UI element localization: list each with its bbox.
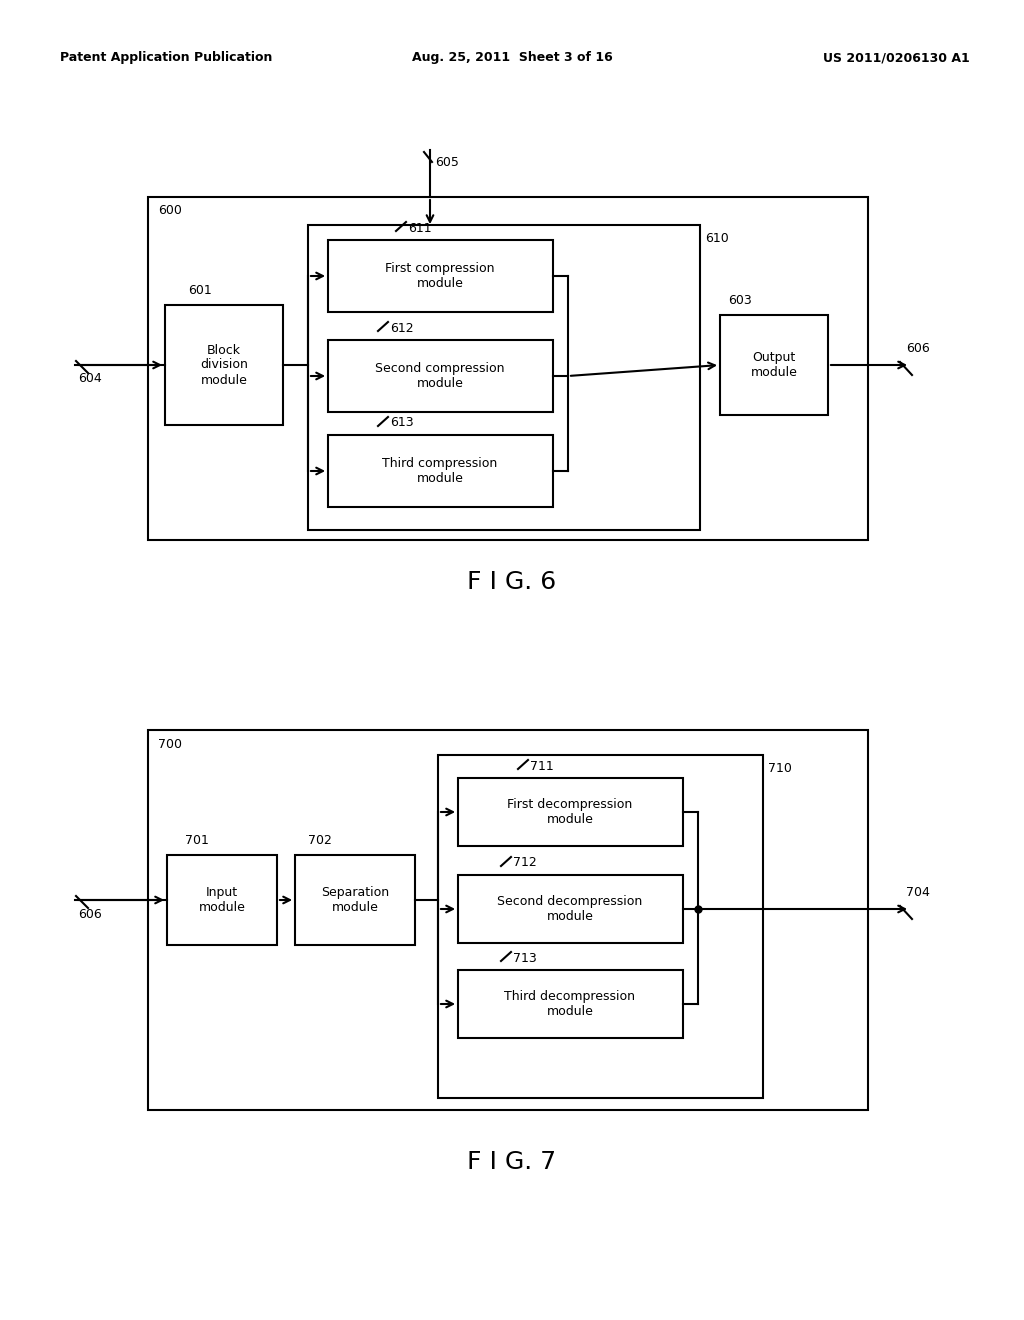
Text: 712: 712 bbox=[513, 857, 537, 870]
Text: US 2011/0206130 A1: US 2011/0206130 A1 bbox=[823, 51, 970, 65]
Text: 611: 611 bbox=[408, 222, 432, 235]
Text: 605: 605 bbox=[435, 156, 459, 169]
Text: Second decompression
module: Second decompression module bbox=[498, 895, 643, 923]
Bar bbox=[148, 730, 868, 1110]
Text: Separation
module: Separation module bbox=[321, 886, 389, 913]
Text: Input
module: Input module bbox=[199, 886, 246, 913]
Text: 600: 600 bbox=[158, 205, 182, 218]
Text: 606: 606 bbox=[906, 342, 930, 355]
Bar bbox=[458, 777, 683, 846]
Text: 702: 702 bbox=[308, 834, 332, 847]
Text: Second compression
module: Second compression module bbox=[375, 362, 505, 389]
Bar bbox=[148, 197, 868, 540]
Text: 700: 700 bbox=[158, 738, 182, 751]
Bar bbox=[308, 224, 700, 531]
Text: Block
division
module: Block division module bbox=[200, 343, 248, 387]
Text: Aug. 25, 2011  Sheet 3 of 16: Aug. 25, 2011 Sheet 3 of 16 bbox=[412, 51, 612, 65]
Bar bbox=[165, 305, 283, 425]
Bar bbox=[458, 875, 683, 942]
Text: Third compression
module: Third compression module bbox=[382, 457, 498, 484]
Text: 613: 613 bbox=[390, 417, 414, 429]
Text: Output
module: Output module bbox=[751, 351, 798, 379]
Bar bbox=[295, 855, 415, 945]
Text: 604: 604 bbox=[78, 371, 101, 384]
Bar bbox=[720, 315, 828, 414]
Bar bbox=[458, 970, 683, 1038]
Bar bbox=[438, 755, 763, 1098]
Text: 713: 713 bbox=[513, 952, 537, 965]
Bar bbox=[328, 240, 553, 312]
Bar bbox=[328, 436, 553, 507]
Text: 711: 711 bbox=[530, 759, 554, 772]
Text: 603: 603 bbox=[728, 294, 752, 308]
Text: First compression
module: First compression module bbox=[385, 261, 495, 290]
Text: F I G. 7: F I G. 7 bbox=[467, 1150, 557, 1173]
Text: 601: 601 bbox=[188, 285, 212, 297]
Text: 704: 704 bbox=[906, 887, 930, 899]
Text: Patent Application Publication: Patent Application Publication bbox=[60, 51, 272, 65]
Bar bbox=[167, 855, 278, 945]
Text: 710: 710 bbox=[768, 763, 792, 776]
Text: 606: 606 bbox=[78, 908, 101, 920]
Text: 610: 610 bbox=[705, 232, 729, 246]
Text: Third decompression
module: Third decompression module bbox=[505, 990, 636, 1018]
Text: 701: 701 bbox=[185, 834, 209, 847]
Text: 612: 612 bbox=[390, 322, 414, 334]
Text: F I G. 6: F I G. 6 bbox=[467, 570, 557, 594]
Bar bbox=[328, 341, 553, 412]
Text: First decompression
module: First decompression module bbox=[507, 799, 633, 826]
